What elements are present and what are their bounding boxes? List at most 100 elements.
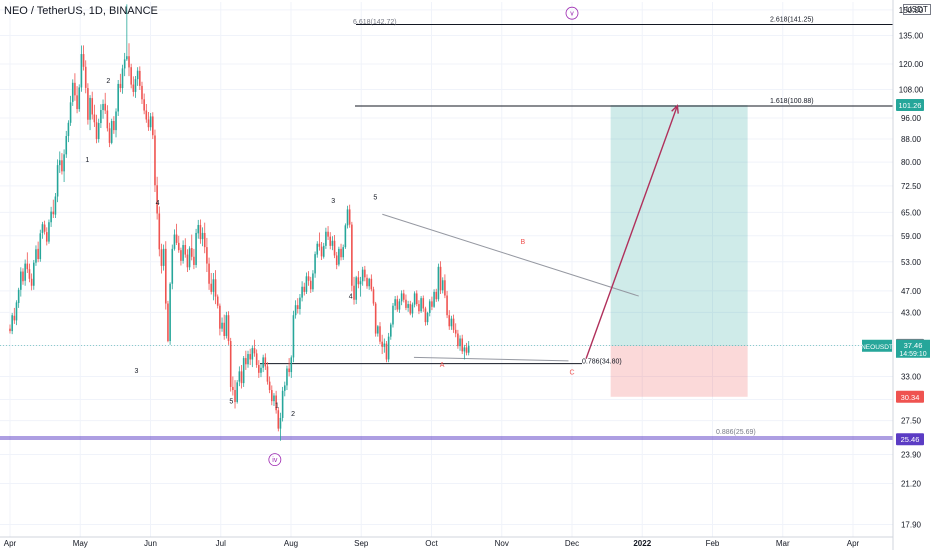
wave-label: B bbox=[520, 239, 525, 246]
candle-body bbox=[78, 87, 81, 110]
candle-body bbox=[193, 256, 195, 265]
candle-body bbox=[208, 263, 210, 284]
candle-body bbox=[214, 279, 217, 297]
price-tick-label: 21.20 bbox=[901, 480, 922, 489]
candle-body bbox=[37, 248, 39, 260]
candle-body bbox=[405, 299, 407, 308]
candle-body bbox=[130, 67, 132, 85]
time-tick-label: Feb bbox=[706, 539, 720, 548]
candle-body bbox=[281, 390, 284, 418]
candle-body bbox=[444, 280, 446, 296]
candle-body bbox=[199, 224, 202, 240]
fib-levels: 6.618(142.72) 2.618(141.25) 1.618(100.88) 0… bbox=[0, 16, 893, 440]
candle-body bbox=[126, 56, 128, 60]
candle-body bbox=[221, 322, 223, 329]
candle-body bbox=[203, 232, 206, 248]
wave-label: 2 bbox=[106, 78, 110, 85]
time-tick-label: Apr bbox=[847, 539, 860, 548]
candle-body bbox=[318, 243, 321, 247]
fib-label: 0.886(25.69) bbox=[716, 429, 756, 436]
candle-body bbox=[467, 345, 470, 353]
candle-body bbox=[377, 326, 379, 334]
candle-body bbox=[407, 304, 409, 308]
time-tick-label: Aug bbox=[284, 539, 298, 548]
candle-body bbox=[402, 293, 405, 300]
time-tick-label: Jul bbox=[216, 539, 226, 548]
candle-body bbox=[9, 328, 11, 332]
wave-circle-label: iv bbox=[272, 457, 278, 464]
ticker-symbol-box bbox=[862, 339, 892, 352]
time-tick-label: Nov bbox=[495, 539, 509, 548]
candle-body bbox=[264, 357, 267, 367]
price-tag-label: 30.34 bbox=[901, 393, 920, 402]
candle-body bbox=[457, 333, 459, 347]
candle-body bbox=[39, 233, 42, 260]
candle-body bbox=[91, 98, 94, 115]
candle-body bbox=[158, 213, 161, 250]
candle-body bbox=[424, 308, 427, 323]
candle-body bbox=[288, 368, 290, 373]
time-tick-label: Jun bbox=[144, 539, 157, 548]
candle-body bbox=[431, 301, 433, 307]
candle-body bbox=[279, 417, 282, 429]
candle-body bbox=[387, 336, 390, 360]
candle-body bbox=[286, 368, 288, 386]
candle-body bbox=[13, 315, 16, 321]
candle-body bbox=[188, 248, 191, 268]
candle-body bbox=[177, 242, 180, 251]
candlestick-series bbox=[9, 4, 470, 441]
candle-body bbox=[136, 70, 139, 80]
candle-body bbox=[26, 263, 29, 270]
candle-body bbox=[348, 209, 351, 225]
candle-body bbox=[156, 185, 158, 214]
ticker-price-box bbox=[896, 339, 930, 358]
candle-body bbox=[273, 395, 275, 402]
price-axis[interactable]: 17.9021.2023.9027.5030.0033.0037.5043.00… bbox=[892, 0, 924, 550]
price-tags: 101.2637.6030.3425.46NEOUSDT37.4614:59:1… bbox=[861, 99, 930, 446]
candle-body bbox=[63, 154, 65, 172]
candle-body bbox=[238, 371, 241, 382]
time-tick-label: May bbox=[73, 539, 88, 548]
candle-body bbox=[186, 254, 189, 268]
candle-body bbox=[253, 348, 256, 354]
candle-body bbox=[372, 289, 375, 304]
candle-body bbox=[426, 312, 429, 323]
price-tick-label: 17.90 bbox=[901, 521, 922, 530]
candle-body bbox=[441, 280, 444, 291]
candle-body bbox=[398, 301, 401, 310]
symbol-title[interactable]: NEO / TetherUS, 1D, BINANCE bbox=[4, 5, 158, 17]
candle-body bbox=[232, 386, 234, 391]
candle-body bbox=[152, 116, 154, 136]
candle-body bbox=[242, 358, 245, 384]
candle-body bbox=[50, 211, 52, 223]
candle-body bbox=[454, 329, 457, 334]
candle-body bbox=[195, 232, 197, 265]
candle-body bbox=[355, 277, 357, 300]
candle-body bbox=[104, 103, 107, 111]
candle-body bbox=[390, 324, 392, 337]
wave-label: 4 bbox=[156, 200, 160, 207]
candle-body bbox=[335, 255, 338, 265]
candle-body bbox=[385, 343, 388, 360]
currency-unit-label[interactable]: USDT bbox=[903, 4, 931, 15]
candle-body bbox=[379, 326, 381, 342]
candle-body bbox=[260, 367, 262, 373]
candle-body bbox=[28, 269, 31, 279]
candle-body bbox=[322, 245, 325, 257]
candle-body bbox=[320, 246, 323, 257]
candle-body bbox=[113, 121, 115, 131]
candle-body bbox=[132, 84, 135, 92]
fib-label: 6.618(142.72) bbox=[353, 19, 397, 26]
price-tick-label: 80.00 bbox=[901, 158, 922, 167]
time-axis[interactable]: Apr May Jun Jul Aug Sep Oct Nov Dec 2022 Feb Mar Apr bbox=[0, 536, 893, 548]
candle-body bbox=[190, 248, 193, 257]
price-tick-label: 150.00 bbox=[899, 6, 924, 15]
candle-body bbox=[212, 279, 215, 292]
candle-body bbox=[428, 301, 431, 313]
candle-body bbox=[268, 381, 271, 391]
candle-body bbox=[357, 277, 360, 285]
trend-lines[interactable] bbox=[382, 104, 679, 362]
candle-body bbox=[296, 305, 299, 310]
price-tick-label: 120.00 bbox=[899, 60, 924, 69]
